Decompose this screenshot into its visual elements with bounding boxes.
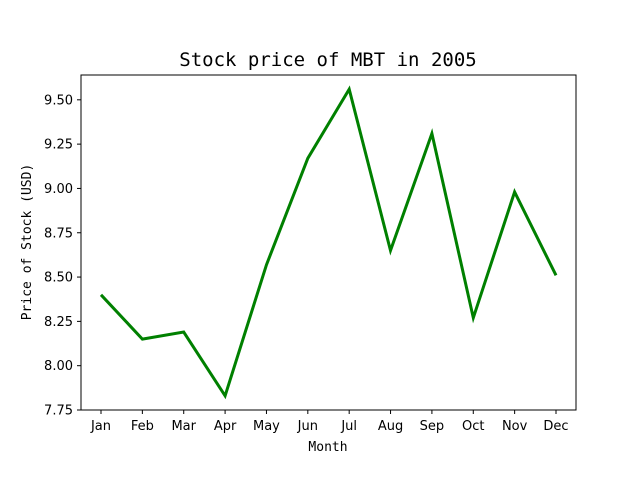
plot-area: Jan Feb Mar Apr May Jun Jul Aug Sep Oct Nov Dec 7.75…	[44, 74, 577, 434]
x-tick-label: Feb	[131, 419, 154, 434]
y-tick-label: 9.50	[44, 93, 73, 108]
series-line-0	[99, 85, 558, 400]
x-tick-label: Mar	[171, 419, 196, 434]
x-tick-label: Jun	[297, 419, 318, 434]
chart-title: Stock price of MBT in 2005	[179, 49, 476, 71]
plot-frame	[80, 74, 577, 411]
x-tick-label: Dec	[543, 419, 568, 434]
x-tick-label: Jan	[90, 419, 111, 434]
y-axis-label: Price of Stock (USD)	[20, 164, 35, 321]
x-tick-label: Aug	[378, 419, 403, 434]
x-tick-label: Nov	[502, 419, 528, 434]
x-tick-label: Jul	[340, 419, 357, 434]
x-tick-label: Sep	[420, 419, 445, 434]
y-tick-label: 7.75	[44, 404, 73, 419]
x-tick-label: May	[253, 419, 280, 434]
y-tick-label: 8.75	[44, 226, 73, 241]
y-tick-label: 8.50	[44, 271, 73, 286]
x-axis-label: Month	[308, 440, 347, 455]
y-tick-label: 8.25	[44, 315, 73, 330]
y-tick-label: 9.25	[44, 138, 73, 153]
y-tick-label: 8.00	[44, 359, 73, 374]
y-tick-label: 9.00	[44, 182, 73, 197]
x-tick-label: Oct	[462, 419, 484, 434]
x-tick-label: Apr	[214, 419, 237, 434]
